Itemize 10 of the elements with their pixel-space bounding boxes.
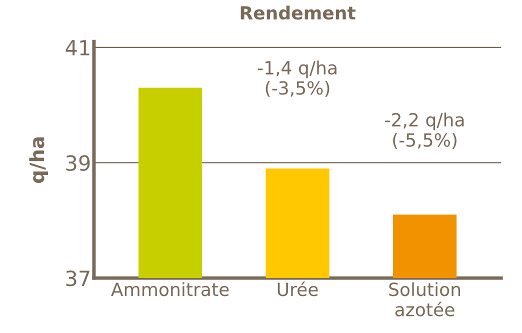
annotation: -2,2 q/ha (-5,5%): [385, 112, 464, 149]
y-axis-title: q/ha: [29, 137, 48, 183]
y-tick-label: 39: [66, 155, 90, 171]
x-tick-label: Urée: [278, 282, 318, 296]
annotation: -1,4 q/ha (-3,5%): [258, 60, 336, 97]
chart-title: Rendement: [240, 6, 356, 20]
x-tick-label: Ammonitrate: [111, 282, 229, 296]
y-tick-label: 37: [66, 270, 90, 286]
y-tick-label: 41: [66, 40, 90, 56]
x-tick-label: Solution azotée: [389, 282, 460, 316]
